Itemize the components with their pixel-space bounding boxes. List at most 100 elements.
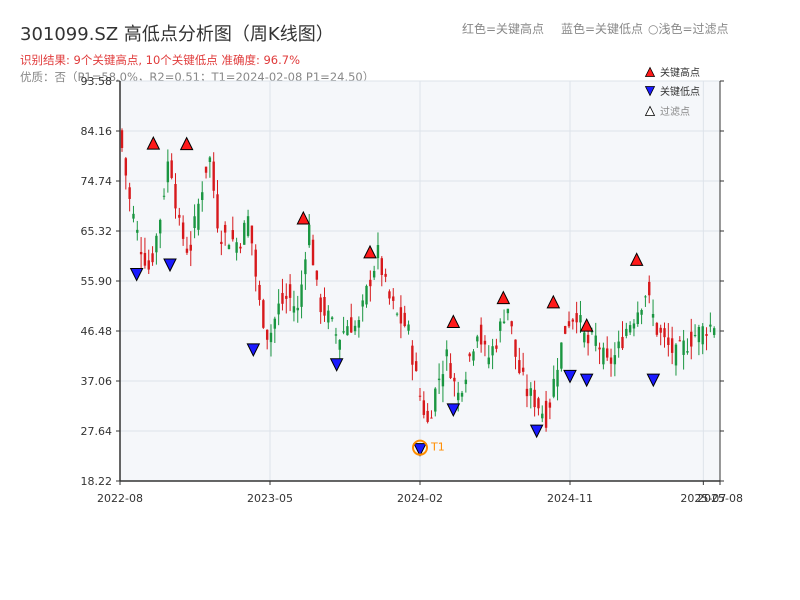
candle-body [541, 413, 544, 419]
y-tick-label: 46.48 [81, 325, 113, 338]
candle-body [701, 326, 704, 345]
candle-body [621, 336, 624, 349]
candle-body [537, 398, 540, 409]
x-tick-label: 2022-08 [97, 492, 143, 505]
y-tick-label: 74.74 [81, 175, 113, 188]
candle-body [231, 230, 234, 240]
y-tick-label: 93.58 [81, 75, 113, 88]
candle-body [670, 338, 674, 353]
candle-body [357, 320, 361, 328]
candle-body [514, 339, 517, 357]
candle-body [617, 341, 620, 349]
candle-body [510, 321, 513, 327]
candle-body [353, 325, 357, 332]
markers: T1 [129, 136, 661, 457]
candle-body [277, 303, 280, 315]
candle-body [288, 284, 292, 298]
candle-body [636, 312, 639, 325]
candle-body [678, 340, 681, 342]
candle-body [136, 229, 139, 233]
legend-low-marker [644, 86, 656, 97]
candle-body [583, 332, 586, 343]
candle-body [185, 248, 189, 253]
candle-body [170, 160, 173, 178]
candle-body [560, 342, 563, 369]
candle-body [376, 245, 380, 259]
y-tick-label: 65.32 [81, 225, 113, 238]
candle-body [453, 377, 456, 382]
legend-filtered-marker [644, 105, 656, 116]
candle-body [609, 357, 613, 364]
candle-body [552, 378, 555, 397]
candle-body [201, 192, 204, 201]
candle-body [590, 331, 594, 333]
key-low-marker [163, 258, 177, 273]
candle-body [411, 345, 414, 365]
candle-body [292, 306, 296, 313]
x-tick-label: 2025-08 [697, 492, 743, 505]
candle-body [216, 194, 219, 229]
candles [120, 128, 716, 432]
y-tick-label: 37.06 [81, 375, 113, 388]
candle-body [525, 388, 529, 397]
candle-body [434, 388, 437, 412]
candle-body [586, 334, 590, 344]
x-tick-label: 2025-07 [680, 492, 726, 505]
candle-body [686, 351, 689, 353]
y-tick-label: 27.64 [81, 425, 113, 438]
t1-label: T1 [430, 441, 445, 454]
candle-body [250, 225, 254, 244]
candle-body [162, 195, 166, 197]
candle-body [464, 379, 468, 385]
key-low-marker [329, 358, 344, 372]
candle-body [285, 295, 288, 299]
candle-body [628, 325, 632, 333]
key-low-marker [246, 343, 261, 357]
candle-body [174, 183, 177, 209]
candle-body [372, 270, 376, 278]
candle-body [468, 353, 471, 357]
candle-body [361, 300, 364, 307]
candle-body [548, 402, 552, 408]
candle-body [178, 214, 181, 218]
candle-body [648, 281, 651, 296]
candle-body [472, 351, 475, 361]
candle-body [395, 313, 399, 315]
candle-body [697, 326, 701, 343]
candle-body [392, 296, 395, 301]
candle-body [223, 224, 227, 233]
candle-body [407, 324, 410, 331]
candle-body [579, 315, 582, 323]
candle-body [445, 349, 448, 357]
candle-body [388, 291, 391, 299]
candle-body [613, 355, 617, 365]
candle-body [598, 347, 601, 350]
candle-body [327, 310, 330, 323]
candle-body [491, 346, 494, 356]
candle-body [235, 242, 238, 253]
key-high-marker [579, 318, 594, 332]
candle-body [265, 329, 269, 340]
legend-high-marker [644, 66, 656, 77]
candle-body [460, 392, 464, 397]
candle-body [575, 313, 578, 323]
candle-body [384, 273, 387, 277]
candle-body [495, 345, 498, 349]
candle-body [709, 324, 712, 327]
candle-body [342, 331, 345, 333]
candle-body [518, 360, 521, 374]
candle-body [151, 253, 154, 263]
candle-body [319, 297, 322, 313]
x-tick-label: 2024-02 [397, 492, 443, 505]
candle-body [143, 252, 147, 266]
y-tick-label: 55.90 [81, 275, 113, 288]
candle-body [667, 337, 670, 346]
candle-body [315, 270, 319, 280]
candle-body [437, 378, 441, 381]
candle-body [323, 297, 326, 316]
candle-body [346, 326, 349, 336]
candle-body [365, 285, 368, 305]
candle-body [189, 244, 192, 251]
